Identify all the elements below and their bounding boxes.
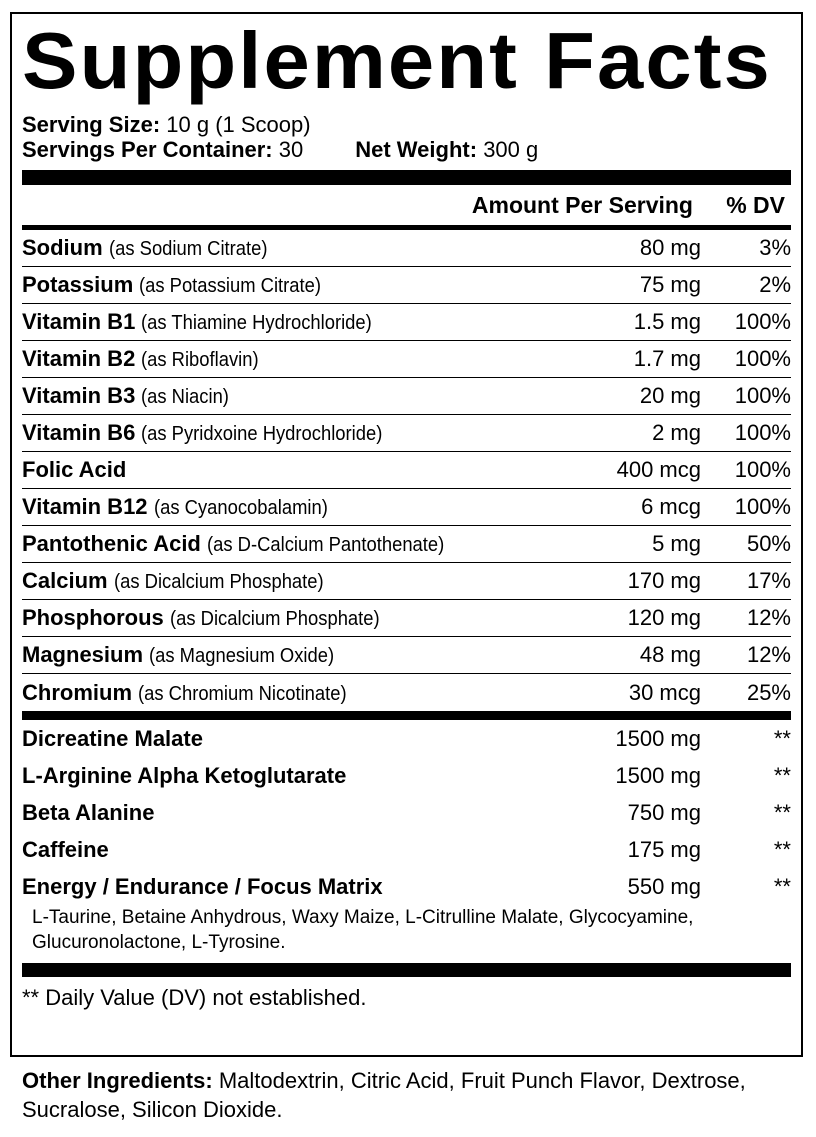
nutrient-row: Vitamin B1 (as Thiamine Hydrochloride) 1.… xyxy=(22,304,791,341)
supplement-facts-panel: Supplement Facts Serving Size: 10 g (1 S… xyxy=(10,12,803,1057)
ingredient-row: Dicreatine Malate 1500 mg ** xyxy=(22,725,791,751)
nutrient-row: Chromium (as Chromium Nicotinate) 30 mcg 2… xyxy=(22,679,791,705)
ingredient-row: L-Arginine Alpha Ketoglutarate 1500 mg ** xyxy=(22,762,791,788)
footnote: ** Daily Value (DV) not established. xyxy=(22,985,367,1010)
other-ingredients: Other Ingredients: Maltodextrin, Citric … xyxy=(22,1068,746,1122)
thick-divider xyxy=(22,711,791,720)
ingredient-row: Beta Alanine 750 mg ** xyxy=(22,799,791,825)
nutrient-row: Phosphorous (as Dicalcium Phosphate) 120 … xyxy=(22,600,791,637)
column-header: Amount Per Serving% DV xyxy=(471,191,785,218)
nutrient-row: Potassium (as Potassium Citrate) 75 mg 2% xyxy=(22,267,791,304)
nutrient-row: Calcium (as Dicalcium Phosphate) 170 mg 17… xyxy=(22,563,791,600)
nutrient-row: Vitamin B6 (as Pyridxoine Hydrochloride)… xyxy=(22,415,791,452)
thick-divider xyxy=(22,963,791,977)
divider xyxy=(22,225,791,230)
nutrient-row: Vitamin B2 (as Riboflavin) 1.7 mg 100% xyxy=(22,341,791,378)
nutrient-row: Pantothenic Acid (as D-Calcium Pantothen… xyxy=(22,526,791,563)
nutrient-row: Sodium (as Sodium Citrate) 80 mg 3% xyxy=(22,230,791,267)
panel-title: Supplement Facts xyxy=(22,16,772,105)
nutrient-row: Vitamin B3 (as Niacin) 20 mg 100% xyxy=(22,378,791,415)
ingredient-row: Caffeine 175 mg ** xyxy=(22,836,791,862)
thick-divider xyxy=(22,170,791,185)
ingredient-row: Energy / Endurance / Focus Matrix 550 mg *… xyxy=(22,873,791,899)
serving-size: Serving Size: 10 g (1 Scoop) xyxy=(22,112,311,137)
servings-line: Servings Per Container: 30 Net Weight: 30… xyxy=(22,137,539,162)
nutrient-row: Vitamin B12 (as Cyanocobalamin) 6 mcg 100% xyxy=(22,489,791,526)
matrix-ingredients: L-Taurine, Betaine Anhydrous, Waxy Maize… xyxy=(32,907,694,953)
nutrient-row: Magnesium (as Magnesium Oxide) 48 mg 12% xyxy=(22,637,791,674)
nutrient-row: Folic Acid 400 mcg 100% xyxy=(22,452,791,489)
